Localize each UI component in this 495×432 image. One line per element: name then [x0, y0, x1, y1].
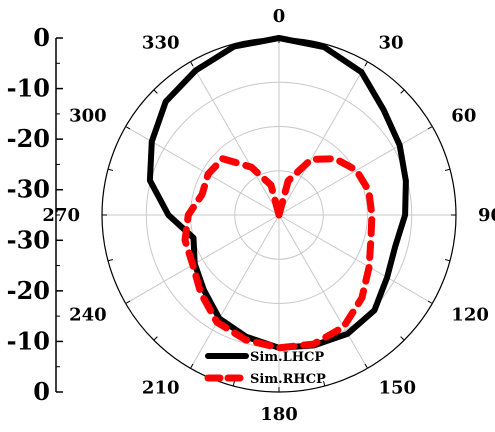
outer-tick [445, 259, 451, 262]
angle-tick-label: 90 [478, 205, 495, 226]
radial-tick-label: -30 [7, 225, 50, 254]
outer-tick [364, 61, 368, 67]
radial-tick-label: -10 [7, 74, 50, 103]
outer-tick [125, 126, 131, 130]
radial-axis: 0 -10 -20 -30 -30 -20 -10 0 [7, 23, 63, 406]
radial-tick-label: 0 [33, 377, 50, 406]
outer-tick [400, 89, 405, 94]
outer-tick [427, 300, 433, 304]
series-line-sim-rhcp [181, 155, 376, 352]
angle-tick-label: 210 [142, 377, 180, 398]
series-layer [146, 35, 409, 352]
outer-tick [445, 168, 451, 171]
angle-tick-label: 240 [69, 305, 107, 326]
legend-label: Sim.LHCP [250, 350, 324, 365]
outer-tick [190, 363, 194, 369]
angle-tick-label: 270 [42, 205, 80, 226]
outer-tick [190, 61, 194, 67]
radial-tick-label: 0 [33, 23, 50, 52]
angle-tick-label: 180 [260, 404, 298, 425]
grid-spoke [278, 214, 433, 304]
polar-grid [101, 37, 457, 393]
angle-tick-label: 120 [451, 305, 489, 326]
outer-tick [400, 336, 405, 341]
angle-labels: 0 30 60 90 120 150 180 210 240 270 300 330 [42, 6, 495, 425]
outer-tick [427, 126, 433, 130]
grid-spoke [190, 61, 280, 216]
angle-tick-label: 0 [273, 6, 286, 27]
outer-tick [232, 381, 235, 387]
outer-tick [323, 381, 326, 387]
grid-spoke [278, 214, 368, 369]
radial-tick-label: -20 [7, 124, 50, 153]
grid-spoke [190, 214, 280, 369]
outer-tick [153, 336, 158, 341]
grid-spoke [278, 126, 433, 216]
angle-tick-label: 330 [142, 33, 180, 54]
radial-tick-label: -30 [7, 175, 50, 204]
grid-spoke [125, 214, 280, 304]
radial-tick-label: -20 [7, 276, 50, 305]
legend-label: Sim.RHCP [250, 372, 326, 387]
legend: Sim.LHCP Sim.RHCP [204, 350, 326, 387]
angle-tick-label: 60 [451, 106, 476, 127]
outer-tick [107, 168, 113, 171]
angle-tick-label: 150 [379, 377, 417, 398]
radial-tick-label: -10 [7, 326, 50, 355]
outer-tick [125, 300, 131, 304]
grid-spoke [278, 61, 368, 216]
outer-tick [107, 259, 113, 262]
outer-tick [364, 363, 368, 369]
angle-tick-label: 300 [69, 106, 107, 127]
outer-tick [153, 89, 158, 94]
angle-tick-label: 30 [379, 33, 404, 54]
